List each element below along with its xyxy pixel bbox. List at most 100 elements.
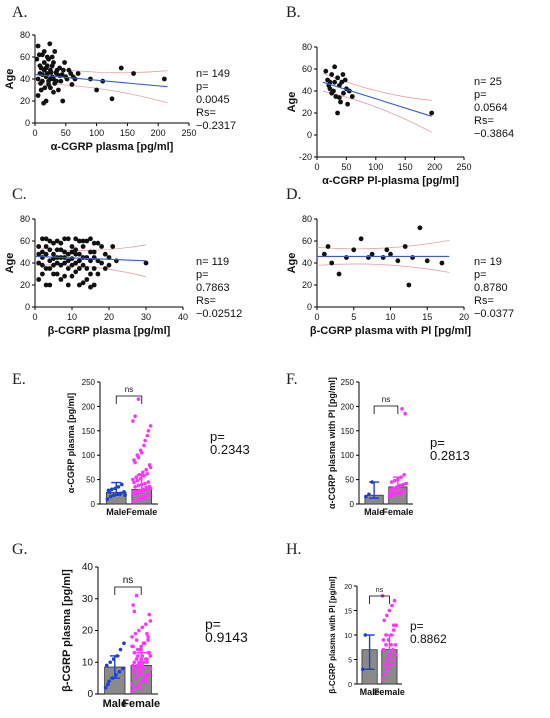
y-tick-label: 40	[20, 258, 30, 268]
y-axis-label: Age	[286, 253, 298, 274]
data-point	[62, 260, 67, 266]
data-point	[395, 258, 401, 264]
data-point	[394, 623, 399, 627]
data-point	[130, 635, 134, 639]
stat-p: p= 0.0564	[474, 89, 508, 114]
data-point	[77, 251, 82, 257]
data-point	[109, 96, 115, 102]
data-point	[73, 247, 79, 253]
data-point	[84, 277, 90, 282]
data-point	[329, 90, 335, 96]
x-axis-label: β-CGRP plasma [pg/ml]	[48, 325, 171, 337]
data-point	[95, 258, 101, 264]
data-point	[40, 271, 45, 277]
significance-bracket	[369, 595, 390, 604]
data-point	[367, 492, 371, 497]
data-point	[147, 673, 152, 677]
data-point	[345, 101, 350, 107]
data-point	[321, 251, 327, 257]
x-tick-label: Male	[106, 507, 126, 517]
stat-p: p= 0.2813	[430, 435, 470, 463]
data-point	[40, 262, 45, 268]
data-point	[132, 609, 137, 614]
data-point	[391, 628, 396, 632]
data-point	[133, 631, 138, 636]
y-tick-label: 0	[348, 682, 352, 689]
data-point	[106, 255, 112, 260]
data-point	[51, 240, 56, 246]
x-tick-label: Female	[382, 507, 413, 517]
data-point	[69, 262, 75, 268]
stat-p: p= 0.7863	[196, 269, 230, 294]
y-axis-label: Age	[4, 69, 16, 90]
data-point	[358, 236, 364, 242]
data-point	[77, 238, 82, 244]
x-tick-label: 10	[385, 312, 395, 322]
y-axis-label: Age	[4, 253, 16, 274]
x-axis-label: α-CGRP Pl-plasma [pg/ml]	[322, 175, 459, 187]
data-point	[91, 282, 97, 288]
data-point	[47, 258, 53, 264]
data-point	[43, 282, 49, 288]
data-point	[107, 490, 112, 495]
data-point	[88, 236, 93, 242]
data-point	[58, 277, 64, 282]
data-point	[336, 271, 342, 277]
data-point	[134, 638, 139, 642]
x-tick-label: 15	[422, 312, 432, 322]
data-point	[144, 485, 148, 490]
stat-p: p= 0.9143	[205, 616, 248, 645]
stat-p: p= 0.8862	[410, 619, 447, 646]
panel-label: G.	[12, 541, 28, 558]
data-point	[401, 482, 405, 487]
stat-p: p= 0.2343	[210, 429, 250, 457]
data-point	[42, 85, 48, 91]
ci-upper	[34, 65, 168, 74]
data-point	[60, 98, 66, 104]
data-point	[392, 478, 397, 483]
stat-n: n= 19	[474, 256, 502, 268]
data-point	[36, 52, 42, 58]
data-point	[391, 657, 395, 662]
panel-label: D.	[286, 186, 302, 203]
panel-label: C.	[12, 186, 27, 203]
data-point	[41, 60, 47, 65]
data-point	[51, 251, 56, 257]
data-point	[41, 49, 47, 54]
data-point	[339, 79, 345, 85]
data-point	[148, 666, 153, 671]
y-axis-label: β-CGRP plasma with Pl [pg/ml]	[328, 576, 337, 694]
x-tick-label: Male	[103, 698, 127, 710]
data-point	[139, 644, 143, 649]
y-tick-label: 30	[82, 594, 94, 605]
data-point	[133, 414, 137, 418]
data-point	[389, 480, 394, 484]
y-tick-label: 20	[302, 108, 312, 118]
data-point	[58, 247, 64, 253]
x-tick-label: 0	[32, 312, 37, 322]
stats-block: n= 19 p= 0.8780 Rs= −0.0377	[474, 256, 514, 321]
data-point	[143, 622, 148, 626]
data-point	[161, 76, 167, 82]
data-point	[106, 682, 110, 687]
data-point	[43, 236, 49, 242]
stats-block: p= 0.8862	[410, 620, 447, 646]
ci-upper	[322, 72, 432, 101]
data-point	[116, 485, 121, 489]
data-point	[58, 240, 64, 246]
data-point	[338, 99, 343, 105]
data-point	[145, 660, 149, 665]
data-point	[393, 643, 398, 647]
y-tick-label: 20	[20, 280, 30, 290]
data-point	[73, 260, 79, 266]
data-point	[137, 488, 142, 493]
data-point	[136, 397, 141, 401]
data-point	[388, 251, 393, 257]
data-point	[62, 273, 67, 279]
x-tick-label: 100	[368, 162, 383, 172]
data-point	[80, 262, 86, 268]
y-tick-label: 50	[86, 476, 95, 485]
data-point	[135, 654, 140, 658]
data-point	[106, 262, 112, 268]
data-point	[138, 647, 142, 652]
